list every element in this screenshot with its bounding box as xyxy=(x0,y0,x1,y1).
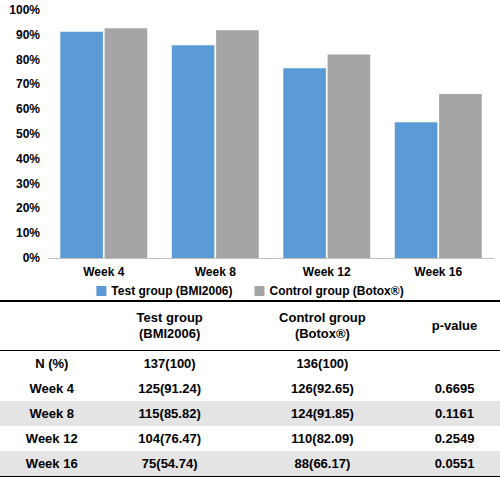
svg-text:30%: 30% xyxy=(16,177,40,191)
svg-text:Week 8: Week 8 xyxy=(195,265,236,279)
html-text:124(91.85): 124(91.85) xyxy=(291,406,354,421)
svg-text:Week 12: Week 12 xyxy=(303,265,351,279)
html-text:Week 8: Week 8 xyxy=(29,406,74,421)
svg-text:Control group (Botox®): Control group (Botox®) xyxy=(269,284,403,298)
html-text:137(100): 137(100) xyxy=(143,356,196,371)
html-text:136(100): 136(100) xyxy=(296,356,349,371)
svg-text:90%: 90% xyxy=(16,28,40,42)
svg-text:100%: 100% xyxy=(9,3,40,17)
html-text:0.2549: 0.2549 xyxy=(434,431,475,446)
svg-text:80%: 80% xyxy=(16,53,40,67)
svg-text:60%: 60% xyxy=(16,102,40,116)
html-text:115(85.82): 115(85.82) xyxy=(138,406,201,421)
html-text:75(54.74): 75(54.74) xyxy=(141,456,198,471)
html-text:0.6695: 0.6695 xyxy=(434,381,475,396)
svg-text:20%: 20% xyxy=(16,201,40,215)
html-text:Test group (BMI2006): Test group (BMI2006) xyxy=(136,310,203,341)
svg-text:40%: 40% xyxy=(16,152,40,166)
svg-text:10%: 10% xyxy=(16,226,40,240)
html-text:88(66.17): 88(66.17) xyxy=(294,456,351,471)
svg-text:Week 16: Week 16 xyxy=(414,265,462,279)
html-text:Control group (Botox®): Control group (Botox®) xyxy=(279,310,366,341)
html-text:125(91.24): 125(91.24) xyxy=(138,381,202,396)
html-text:104(76.47): 104(76.47) xyxy=(138,431,202,446)
svg-text:70%: 70% xyxy=(16,77,40,91)
svg-text:50%: 50% xyxy=(16,127,40,141)
svg-text:0%: 0% xyxy=(23,251,41,265)
svg-text:Test group (BMI2006): Test group (BMI2006) xyxy=(111,284,232,298)
html-text:0.1161: 0.1161 xyxy=(435,406,474,421)
html-text:0.0551: 0.0551 xyxy=(434,456,475,471)
html-text:Week 16: Week 16 xyxy=(25,456,78,471)
html-text:126(92.65): 126(92.65) xyxy=(291,381,354,396)
html-text:110(82.09): 110(82.09) xyxy=(291,431,354,446)
html-text:Week 12: Week 12 xyxy=(25,431,78,446)
svg-text:Week 4: Week 4 xyxy=(83,265,124,279)
html-text:Week 4: Week 4 xyxy=(29,381,74,396)
html-text:p-value: p-value xyxy=(431,318,478,333)
html-text:N (%): N (%) xyxy=(35,356,69,371)
